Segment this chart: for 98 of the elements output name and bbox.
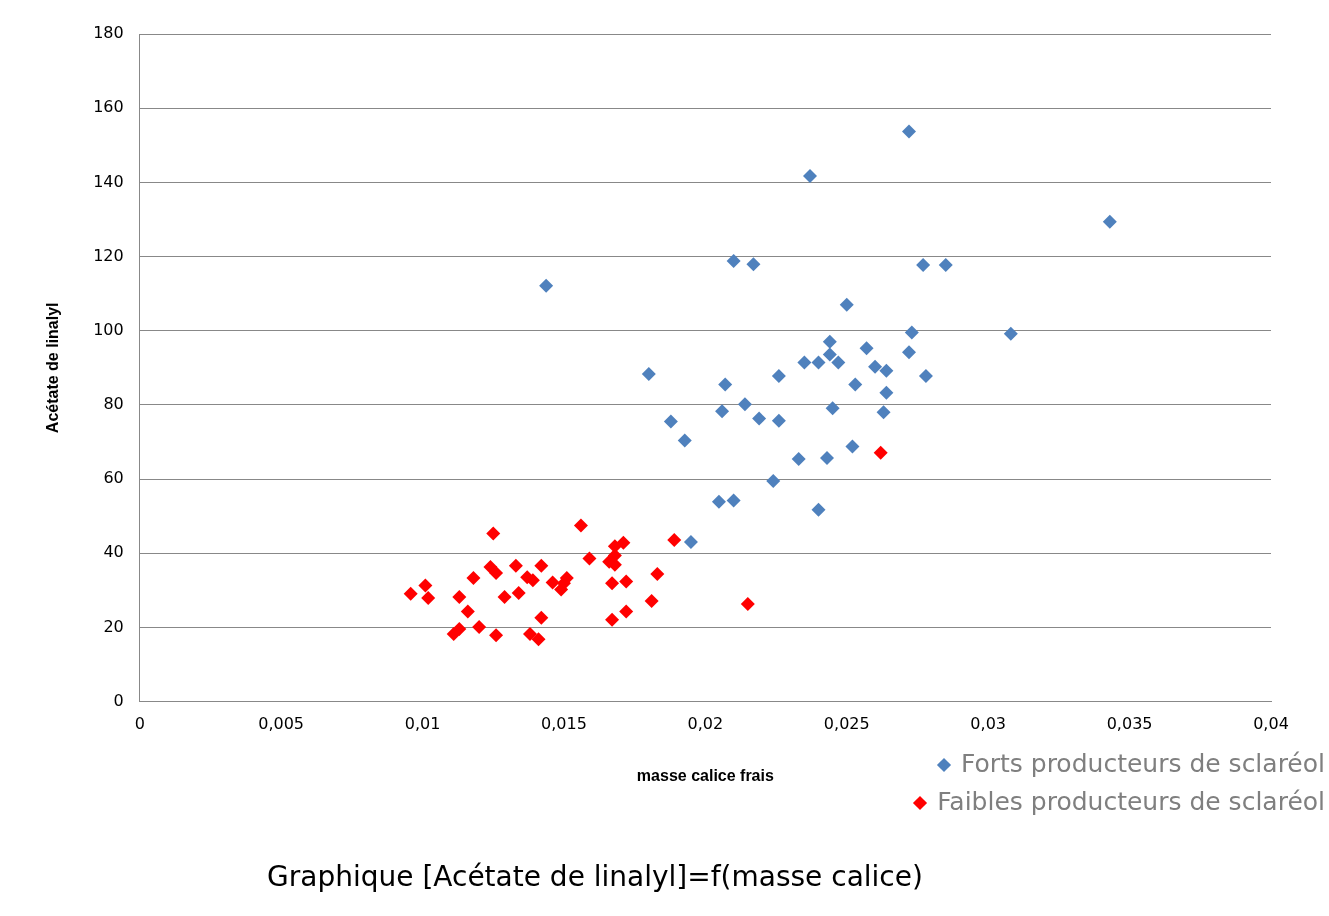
- point: [641, 367, 656, 382]
- point: [848, 377, 863, 392]
- point: [497, 590, 512, 605]
- point: [839, 297, 854, 312]
- x-tick-label: 0,03: [970, 714, 1006, 734]
- point: [616, 535, 631, 550]
- point: [879, 385, 894, 400]
- x-tick-label: 0,015: [541, 714, 587, 734]
- point: [916, 258, 931, 273]
- y-tick-label: 0: [113, 690, 124, 710]
- point: [508, 558, 523, 573]
- point: [619, 574, 634, 589]
- x-tick-label: 0,02: [687, 714, 724, 734]
- point: [737, 397, 752, 412]
- x-tick-label: 0,01: [404, 714, 441, 734]
- point: [715, 404, 730, 419]
- x-tick-label: 0,025: [823, 714, 870, 734]
- point: [797, 355, 812, 370]
- point: [539, 278, 554, 293]
- point: [746, 257, 761, 272]
- point: [403, 586, 418, 601]
- x-tick-label: 0,035: [1106, 714, 1153, 734]
- y-tick-label: 120: [93, 245, 124, 265]
- point: [718, 377, 733, 392]
- point: [1003, 326, 1018, 341]
- text: Graphique [Acétate de linalyl]=f(masse calice): [266, 860, 924, 893]
- point: [868, 359, 883, 374]
- point: [489, 628, 504, 643]
- point: [582, 551, 597, 566]
- point: [771, 413, 786, 428]
- point: [752, 411, 767, 426]
- point: [663, 414, 678, 429]
- point: [918, 368, 933, 383]
- point: [791, 452, 806, 467]
- point: [811, 502, 826, 517]
- point: [472, 620, 487, 635]
- point: [486, 526, 501, 541]
- y-tick-label: 80: [103, 394, 124, 414]
- point: [803, 169, 818, 184]
- legend-label: Faibles producteurs de sclaréol: [936, 786, 1325, 818]
- y-axis-title: Acétate de linalyl: [44, 302, 62, 434]
- point: [534, 610, 549, 625]
- point: [819, 450, 834, 465]
- y-tick-label: 40: [103, 542, 124, 562]
- point: [452, 621, 467, 636]
- point: [545, 575, 560, 590]
- point: [859, 341, 874, 356]
- y-tick-label: 100: [93, 319, 124, 339]
- point: [511, 585, 526, 600]
- point: [711, 494, 726, 509]
- y-tick-label: 60: [103, 468, 124, 488]
- point: [822, 334, 837, 349]
- point: [452, 590, 467, 605]
- x-tick-label: 0: [134, 714, 145, 734]
- point: [523, 627, 538, 642]
- x-axis-title: masse calice frais: [636, 766, 774, 784]
- x-tick-label: 0,04: [1253, 714, 1289, 734]
- point: [605, 612, 620, 627]
- point: [726, 253, 741, 268]
- point: [831, 355, 846, 370]
- point: [726, 493, 741, 508]
- point: [605, 576, 620, 591]
- point: [879, 363, 894, 378]
- point: [667, 532, 682, 547]
- point: [938, 258, 953, 273]
- point: [418, 578, 433, 593]
- point: [904, 325, 919, 340]
- point: [644, 594, 659, 609]
- point: [845, 439, 860, 454]
- point: [489, 565, 504, 580]
- legend-label: Forts producteurs de sclaréol: [959, 748, 1325, 780]
- point: [825, 401, 840, 416]
- point: [573, 518, 588, 533]
- point: [811, 355, 826, 370]
- point: [902, 345, 916, 360]
- y-tick-label: 180: [93, 23, 124, 43]
- point: [421, 591, 436, 606]
- x-tick-label: 0,005: [258, 714, 305, 734]
- y-tick-label: 140: [93, 171, 124, 191]
- point: [771, 368, 786, 383]
- y-tick-label: 20: [103, 616, 124, 636]
- point: [619, 604, 634, 619]
- point: [534, 558, 549, 573]
- point: [683, 535, 698, 550]
- point: [607, 548, 622, 563]
- point: [766, 473, 781, 488]
- point: [873, 445, 888, 460]
- y-tick-label: 160: [93, 97, 124, 117]
- point: [1102, 214, 1117, 229]
- point: [460, 604, 475, 619]
- point: [822, 347, 837, 362]
- point: [677, 433, 692, 448]
- point: [740, 597, 755, 612]
- point: [531, 632, 546, 647]
- point: [902, 124, 916, 139]
- point: [466, 571, 481, 586]
- point: [650, 567, 665, 582]
- point: [876, 405, 891, 420]
